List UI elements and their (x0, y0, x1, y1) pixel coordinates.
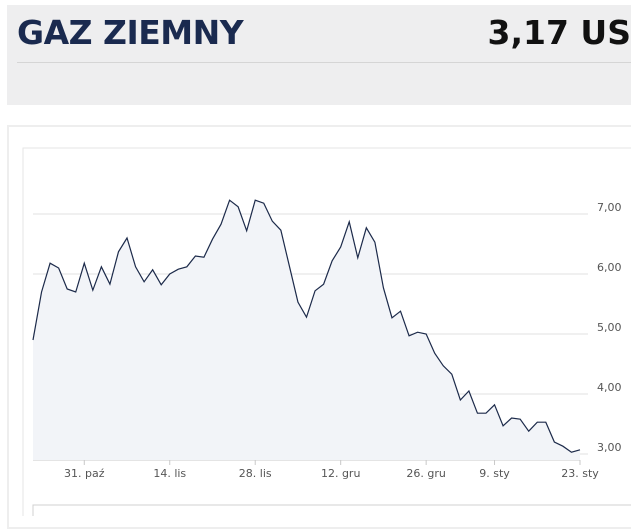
x-tick-label: 31. paź (64, 467, 105, 480)
y-tick-label: 4,00 (597, 381, 622, 394)
y-tick-label: 5,00 (597, 321, 622, 334)
instrument-title: GAZ ZIEMNY (17, 13, 244, 52)
area-fill (33, 200, 580, 460)
navigator (32, 504, 631, 516)
y-tick-label: 3,00 (597, 441, 622, 454)
divider (17, 62, 631, 63)
chart: 3,00 4,00 5,00 6,00 7,00 31. paź 14. lis 28. li… (22, 147, 631, 516)
y-tick-label: 6,00 (597, 261, 622, 274)
x-tick-label: 12. gru (321, 467, 360, 480)
x-tick-label: 23. sty (561, 467, 599, 480)
x-tick-label: 14. lis (153, 467, 186, 480)
y-tick-label: 7,00 (597, 201, 622, 214)
x-tick-label: 9. sty (479, 467, 510, 480)
page: GAZ ZIEMNY 3,17 US 3,00 4,00 5,00 6,00 7,00 3… (7, 5, 631, 529)
price-line (32, 199, 581, 453)
x-tick-label: 26. gru (406, 467, 445, 480)
price: 3,17 US (487, 13, 631, 52)
header: GAZ ZIEMNY 3,17 US (7, 5, 631, 105)
x-tick-label: 28. lis (239, 467, 272, 480)
